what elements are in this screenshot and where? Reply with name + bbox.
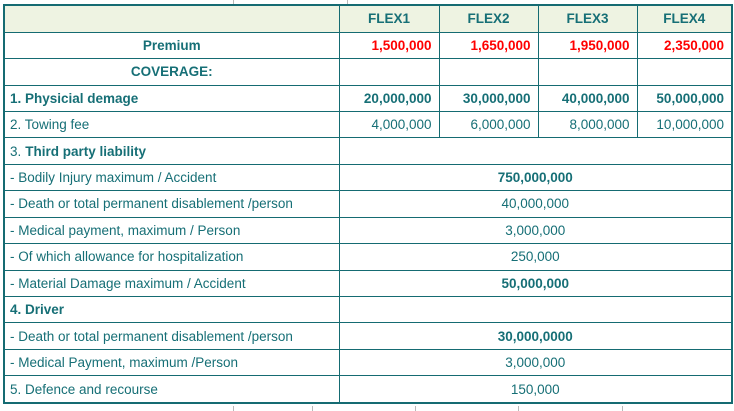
grid-tick xyxy=(347,0,348,4)
empty-cell[interactable] xyxy=(338,58,440,86)
premium-value-flex1[interactable]: 1,500,000 xyxy=(338,31,440,60)
table-row-towing-fee: 2. Towing fee 4,000,000 6,000,000 8,000,… xyxy=(3,110,733,139)
grid-tick xyxy=(312,406,313,411)
driver-death-label[interactable]: - Death or total permanent disablement /… xyxy=(3,322,340,350)
premium-label[interactable]: Premium xyxy=(3,31,340,60)
table-row-driver-medical: - Medical Payment, maximum /Person 3,000… xyxy=(3,348,733,377)
grid-tick xyxy=(622,406,623,411)
coverage-header-label[interactable]: COVERAGE: xyxy=(3,58,340,86)
grid-tick xyxy=(518,406,519,411)
table-row-tp-death: - Death or total permanent disablement /… xyxy=(3,190,733,218)
physical-damage-value-flex3[interactable]: 40,000,000 xyxy=(537,84,638,113)
table-row-coverage-header: COVERAGE: xyxy=(3,58,733,86)
hospitalization-value[interactable]: 250,000 xyxy=(338,243,733,271)
grid-tick xyxy=(415,406,416,411)
towing-fee-label[interactable]: 2. Towing fee xyxy=(3,110,340,139)
premium-value-flex4[interactable]: 2,350,000 xyxy=(636,31,733,60)
table-row-premium: Premium 1,500,000 1,650,000 1,950,000 2,… xyxy=(3,31,733,60)
corner-cell[interactable] xyxy=(3,4,340,33)
premium-value-flex2[interactable]: 1,650,000 xyxy=(438,31,539,60)
driver-section-label[interactable]: 4. Driver xyxy=(3,295,340,324)
tp-death-value[interactable]: 40,000,000 xyxy=(338,190,733,218)
towing-fee-value-flex2[interactable]: 6,000,000 xyxy=(438,110,539,139)
table-row-physical-damage: 1. Physicial demage 20,000,000 30,000,00… xyxy=(3,84,733,113)
grid-tick xyxy=(233,0,234,4)
table-row-driver-death: - Death or total permanent disablement /… xyxy=(3,322,733,350)
third-party-section-label[interactable]: 3. Third party liability xyxy=(3,137,340,165)
section-number: 3. xyxy=(10,143,22,159)
driver-medical-label[interactable]: - Medical Payment, maximum /Person xyxy=(3,348,340,377)
table-row-bodily-injury: - Bodily Injury maximum / Accident 750,0… xyxy=(3,163,733,192)
towing-fee-value-flex3[interactable]: 8,000,000 xyxy=(537,110,638,139)
column-header-flex3[interactable]: FLEX3 xyxy=(537,4,638,33)
hospitalization-label[interactable]: - Of which allowance for hospitalization xyxy=(3,243,340,271)
towing-fee-value-flex1[interactable]: 4,000,000 xyxy=(338,110,440,139)
bodily-injury-value[interactable]: 750,000,000 xyxy=(338,163,733,192)
empty-cell[interactable] xyxy=(438,58,539,86)
physical-damage-value-flex2[interactable]: 30,000,000 xyxy=(438,84,539,113)
empty-merged-cell[interactable] xyxy=(338,295,733,324)
empty-merged-cell[interactable] xyxy=(338,137,733,165)
material-damage-value[interactable]: 50,000,000 xyxy=(338,269,733,297)
defence-value[interactable]: 150,000 xyxy=(338,375,733,404)
column-header-flex2[interactable]: FLEX2 xyxy=(438,4,539,33)
tp-medical-value[interactable]: 3,000,000 xyxy=(338,216,733,245)
physical-damage-label[interactable]: 1. Physicial demage xyxy=(3,84,340,113)
towing-fee-value-flex4[interactable]: 10,000,000 xyxy=(636,110,733,139)
insurance-plan-table: FLEX1 FLEX2 FLEX3 FLEX4 Premium 1,500,00… xyxy=(3,4,733,404)
driver-medical-value[interactable]: 3,000,000 xyxy=(338,348,733,377)
table-row-hospitalization: - Of which allowance for hospitalization… xyxy=(3,243,733,271)
tp-medical-label[interactable]: - Medical payment, maximum / Person xyxy=(3,216,340,245)
tp-death-label[interactable]: - Death or total permanent disablement /… xyxy=(3,190,340,218)
physical-damage-value-flex1[interactable]: 20,000,000 xyxy=(338,84,440,113)
driver-death-value[interactable]: 30,000,0000 xyxy=(338,322,733,350)
column-header-flex4[interactable]: FLEX4 xyxy=(636,4,733,33)
column-header-flex1[interactable]: FLEX1 xyxy=(338,4,440,33)
bodily-injury-label[interactable]: - Bodily Injury maximum / Accident xyxy=(3,163,340,192)
defence-label[interactable]: 5. Defence and recourse xyxy=(3,375,340,404)
section-title: Third party liability xyxy=(25,143,147,159)
table-row-tp-medical: - Medical payment, maximum / Person 3,00… xyxy=(3,216,733,245)
table-row-third-party-section: 3. Third party liability xyxy=(3,137,733,165)
premium-value-flex3[interactable]: 1,950,000 xyxy=(537,31,638,60)
empty-cell[interactable] xyxy=(636,58,733,86)
physical-damage-value-flex4[interactable]: 50,000,000 xyxy=(636,84,733,113)
table-row-material-damage: - Material Damage maximum / Accident 50,… xyxy=(3,269,733,297)
table-row-header: FLEX1 FLEX2 FLEX3 FLEX4 xyxy=(3,4,733,33)
table-row-driver-section: 4. Driver xyxy=(3,295,733,324)
empty-cell[interactable] xyxy=(537,58,638,86)
grid-tick xyxy=(233,406,234,411)
material-damage-label[interactable]: - Material Damage maximum / Accident xyxy=(3,269,340,297)
table-row-defence: 5. Defence and recourse 150,000 xyxy=(3,375,733,404)
